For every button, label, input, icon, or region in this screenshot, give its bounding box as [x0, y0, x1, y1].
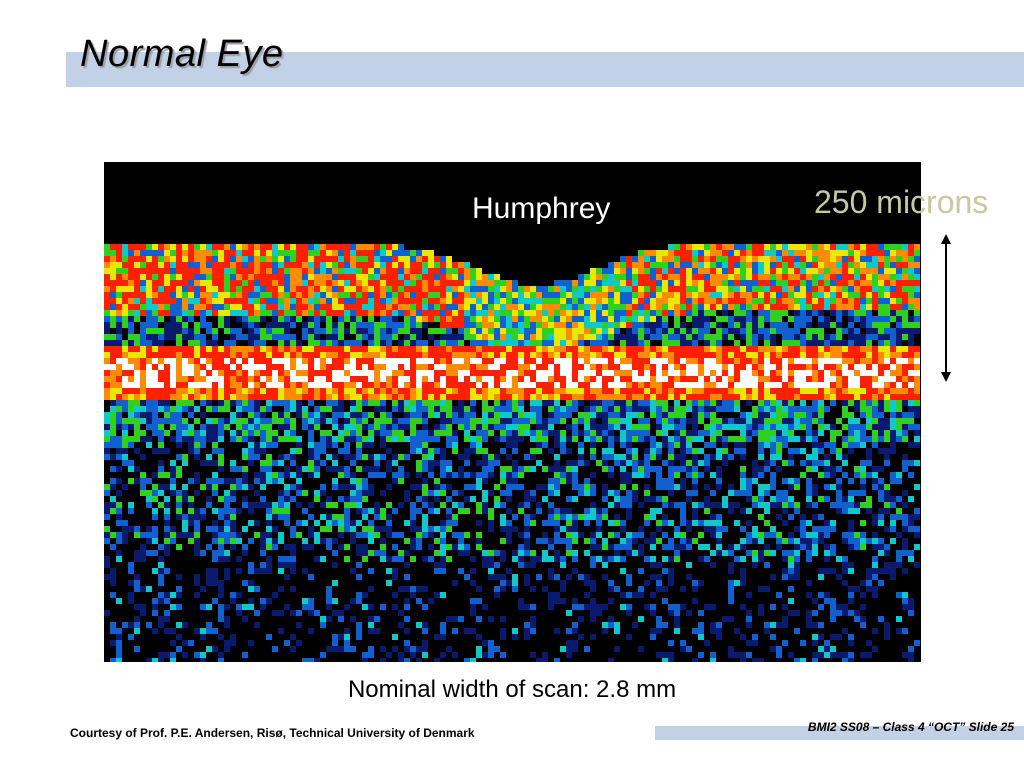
- oct-scan-image: Humphrey: [104, 162, 921, 662]
- double-headed-vertical-arrow-icon: [941, 234, 951, 382]
- footer-slide-number: BMI2 SS08 – Class 4 “OCT” Slide 25: [807, 720, 1014, 734]
- slide-title: Normal Eye: [80, 33, 284, 75]
- title-band: [66, 52, 1024, 87]
- scan-caption: Nominal width of scan: 2.8 mm: [0, 676, 1024, 704]
- scan-caption-text: Nominal width of scan: 2.8 mm: [347, 676, 677, 703]
- footer-credit: Courtesy of Prof. P.E. Andersen, Risø, T…: [70, 726, 475, 740]
- footer-band: [655, 726, 1024, 740]
- oct-scan-heatmap: [104, 244, 920, 662]
- scan-label: Humphrey: [472, 192, 611, 225]
- scale-label: 250 microns: [814, 184, 989, 220]
